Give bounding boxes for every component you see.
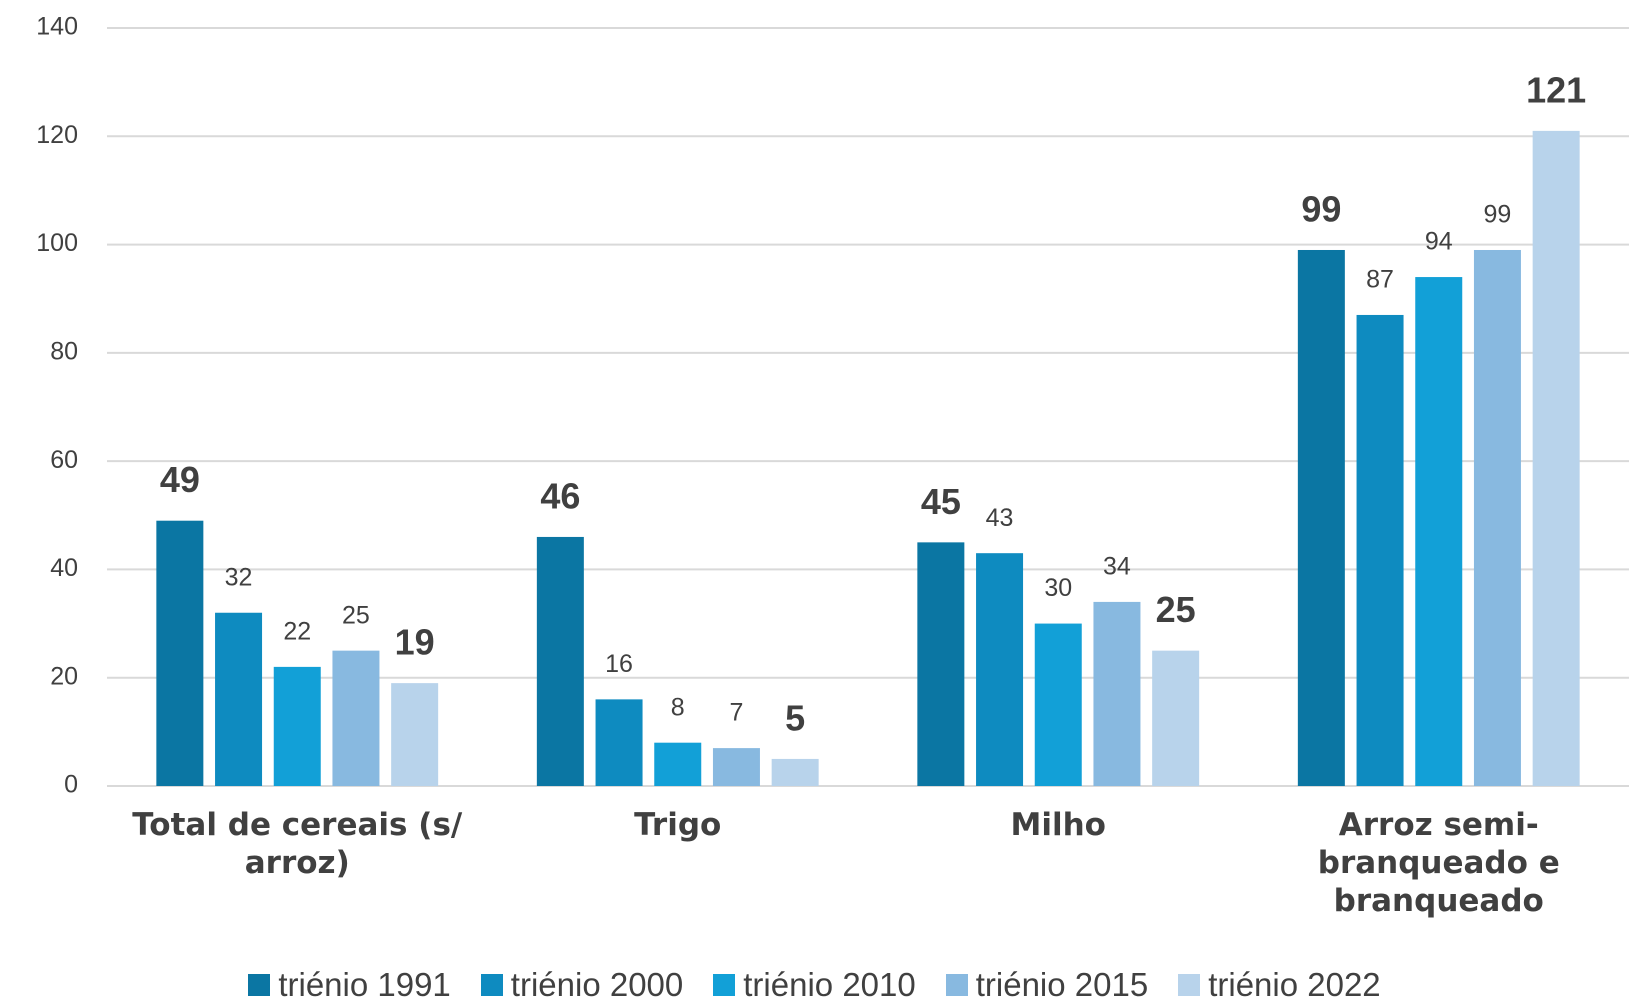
bar xyxy=(1152,650,1200,786)
legend-label: triénio 2010 xyxy=(743,966,916,1003)
legend-item: triénio 2000 xyxy=(480,966,684,1004)
y-tick-label: 100 xyxy=(36,229,78,257)
data-label: 99 xyxy=(1301,189,1341,230)
data-label: 99 xyxy=(1484,201,1512,229)
data-label: 87 xyxy=(1366,266,1394,294)
data-label: 34 xyxy=(1103,553,1131,581)
legend-item: triénio 2022 xyxy=(1178,966,1381,1004)
bar xyxy=(1532,130,1580,786)
bar xyxy=(712,748,760,786)
legend-swatch xyxy=(1178,974,1201,996)
legend-swatch xyxy=(713,974,736,996)
data-label: 46 xyxy=(540,475,580,516)
data-label: 19 xyxy=(395,622,435,663)
y-tick-label: 140 xyxy=(36,13,78,41)
bar xyxy=(1415,277,1463,786)
y-tick-label: 60 xyxy=(50,446,78,474)
data-label: 8 xyxy=(671,693,685,721)
legend-label: triénio 2022 xyxy=(1208,966,1381,1003)
data-label: 94 xyxy=(1425,228,1453,256)
data-label: 43 xyxy=(986,504,1014,532)
x-tick-label: Arroz semi-branqueado e branqueado xyxy=(1317,807,1560,919)
data-label: 7 xyxy=(729,699,743,727)
data-label: 25 xyxy=(342,601,370,629)
x-tick-label: Trigo xyxy=(634,807,722,843)
data-label: 121 xyxy=(1526,69,1586,110)
data-label: 5 xyxy=(785,697,805,738)
y-tick-label: 120 xyxy=(36,121,78,149)
data-label: 16 xyxy=(605,650,633,678)
legend-swatch xyxy=(248,974,271,996)
bar xyxy=(1473,249,1521,786)
x-tick-label: Total de cereais (s/ arroz) xyxy=(132,807,463,881)
data-label: 30 xyxy=(1044,574,1072,602)
bar xyxy=(771,758,819,786)
bar xyxy=(536,536,584,786)
legend-item: triénio 2010 xyxy=(713,966,916,1004)
x-tick-label: Milho xyxy=(1010,807,1106,843)
bar xyxy=(1356,314,1404,786)
legend-label: triénio 1991 xyxy=(278,966,451,1003)
bar xyxy=(1034,623,1082,786)
legend-item: triénio 1991 xyxy=(248,966,451,1004)
legend: triénio 1991 triénio 2000 triénio 2010 trié… xyxy=(0,966,1629,1004)
data-label: 25 xyxy=(1156,589,1196,630)
y-tick-label: 80 xyxy=(50,337,78,365)
y-tick-label: 40 xyxy=(50,554,78,582)
bar xyxy=(1093,601,1141,786)
legend-item: triénio 2015 xyxy=(945,966,1149,1004)
legend-swatch xyxy=(480,974,503,996)
legend-label: triénio 2000 xyxy=(510,966,684,1003)
data-label: 22 xyxy=(283,617,311,645)
bar xyxy=(595,699,643,786)
bar xyxy=(1297,249,1345,786)
bar xyxy=(273,666,321,786)
data-label: 49 xyxy=(160,459,200,500)
y-tick-label: 0 xyxy=(64,771,78,799)
bar xyxy=(215,612,263,786)
data-label: 45 xyxy=(921,481,961,522)
bar xyxy=(332,650,380,786)
legend-swatch xyxy=(945,974,968,996)
bar xyxy=(976,553,1024,786)
legend-label: triénio 2015 xyxy=(975,966,1149,1003)
bar xyxy=(654,742,702,786)
data-label: 32 xyxy=(225,563,253,591)
bar xyxy=(156,520,204,786)
bar xyxy=(917,542,965,786)
bar xyxy=(391,683,439,786)
y-tick-label: 20 xyxy=(50,662,78,690)
